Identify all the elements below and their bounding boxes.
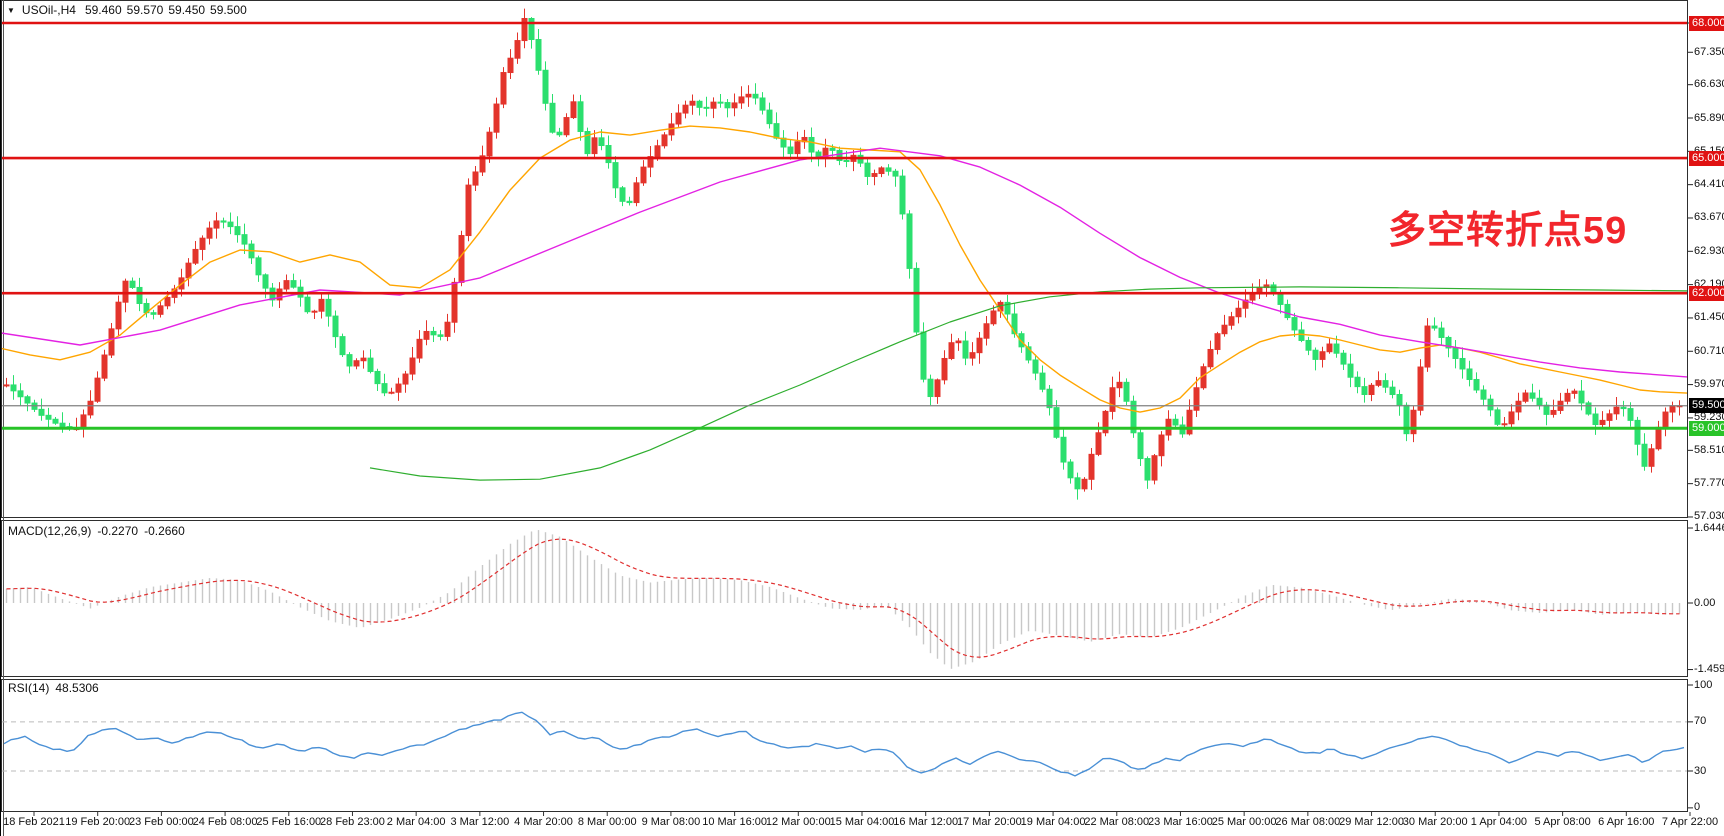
macd-signal-value: -0.2660 [144,524,185,538]
macd-signal-line [6,538,1680,658]
macd-axis-label: -1.4594 [1694,663,1724,676]
price-tick-label: 58.510 [1694,443,1724,456]
time-axis-label: 19 Feb 20:00 [65,816,131,828]
chart-header: ▼ USOil-,H4 59.460 59.570 59.450 59.500 [7,3,247,17]
symbol-dropdown-icon[interactable]: ▼ [7,5,15,15]
price-tick-label: 67.350 [1694,45,1724,58]
price-tick-label: 57.030 [1694,510,1724,523]
rsi-name: RSI(14) [8,681,50,695]
time-axis-label: 9 Mar 08:00 [641,816,701,828]
level-lines [2,21,1687,430]
time-axis-label: 7 Apr 22:00 [1661,816,1719,828]
rsi-axis-label: 0 [1694,801,1701,814]
macd-axis-label: 1.6446 [1694,521,1724,534]
time-axis-label: 26 Mar 08:00 [1275,816,1341,828]
price-tick-label: 61.450 [1694,311,1724,324]
time-axis-label: 19 Mar 04:00 [1020,816,1086,828]
time-axis-label: 24 Feb 08:00 [192,816,258,828]
time-axis-label: 29 Mar 12:00 [1339,816,1404,828]
macd-histogram [5,530,1681,669]
time-axis-label: 3 Mar 12:00 [450,816,510,828]
time-axis-label: 23 Feb 00:00 [128,816,194,828]
time-axis-label: 25 Mar 00:00 [1211,816,1277,828]
macd-indicator-label: MACD(12,26,9) -0.2270 -0.2660 [8,524,185,538]
time-axis-label: 15 Mar 04:00 [829,816,895,828]
price-tick-label: 57.770 [1694,477,1724,490]
time-axis-label: 6 Apr 16:00 [1598,816,1655,828]
time-axis-label: 23 Mar 16:00 [1148,816,1213,828]
symbol-period-label: USOil-,H4 [21,3,76,17]
macd-name: MACD(12,26,9) [8,524,92,538]
price-level-label: 59.000 [1689,420,1724,436]
time-axis-label: 10 Mar 16:00 [702,816,768,828]
quote-close: 59.500 [210,3,247,17]
time-axis-label: 22 Mar 08:00 [1084,816,1150,828]
rsi-axis-label: 100 [1694,678,1713,691]
price-tick-label: 59.230 [1694,411,1724,424]
candles-layer [3,8,1683,500]
price-level-label: 65.000 [1689,150,1724,166]
time-axis-label: 8 Mar 00:00 [577,816,637,828]
ma-mid-line [2,147,1687,378]
time-axis-label: 5 Apr 08:00 [1534,816,1591,828]
time-axis-label: 30 Mar 20:00 [1402,816,1468,828]
current-price-label: 59.500 [1689,398,1724,414]
time-ticks [33,812,1691,816]
price-tick-label: 66.630 [1694,78,1724,91]
rsi-axis-label: 70 [1694,715,1707,728]
ma-slow-line [369,286,1687,481]
price-tick-label: 62.930 [1694,244,1724,257]
price-tick-label: 65.890 [1694,111,1724,124]
panel-borders [0,0,1688,836]
chart-annotation-text: 多空转折点59 [1388,210,1628,252]
axis-ticks [1688,22,1693,809]
price-tick-label: 63.670 [1694,211,1724,224]
macd-main-value: -0.2270 [97,524,139,538]
quote-open: 59.460 [84,3,122,17]
time-axis-label: 1 Apr 04:00 [1470,816,1528,828]
time-axis-label: 17 Mar 20:00 [956,816,1022,828]
quote-low: 59.450 [168,3,206,17]
time-axis-label: 4 Mar 20:00 [514,816,573,828]
time-axis-label: 12 Mar 00:00 [765,816,831,828]
price-level-label: 68.000 [1689,15,1724,31]
rsi-levels [2,721,1687,772]
price-level-label: 62.000 [1689,285,1724,301]
rsi-value: 48.5306 [55,681,99,695]
time-axis-label: 28 Feb 23:00 [320,816,385,828]
rsi-indicator-label: RSI(14) 48.5306 [8,681,99,695]
quote-high: 59.570 [126,3,164,17]
rsi-axis-label: 30 [1694,764,1707,777]
rsi-line [3,711,1685,777]
time-axis-label: 18 Feb 2021 [3,816,65,828]
time-axis-label: 2 Mar 04:00 [386,816,446,828]
price-tick-label: 64.410 [1694,178,1724,191]
price-tick-label: 59.970 [1694,378,1724,391]
price-tick-label: 60.710 [1694,344,1724,357]
time-axis-label: 25 Feb 16:00 [256,816,322,828]
ma-fast-line [2,125,1687,413]
time-axis-label: 16 Mar 12:00 [893,816,959,828]
macd-axis-label: 0.00 [1694,596,1716,609]
